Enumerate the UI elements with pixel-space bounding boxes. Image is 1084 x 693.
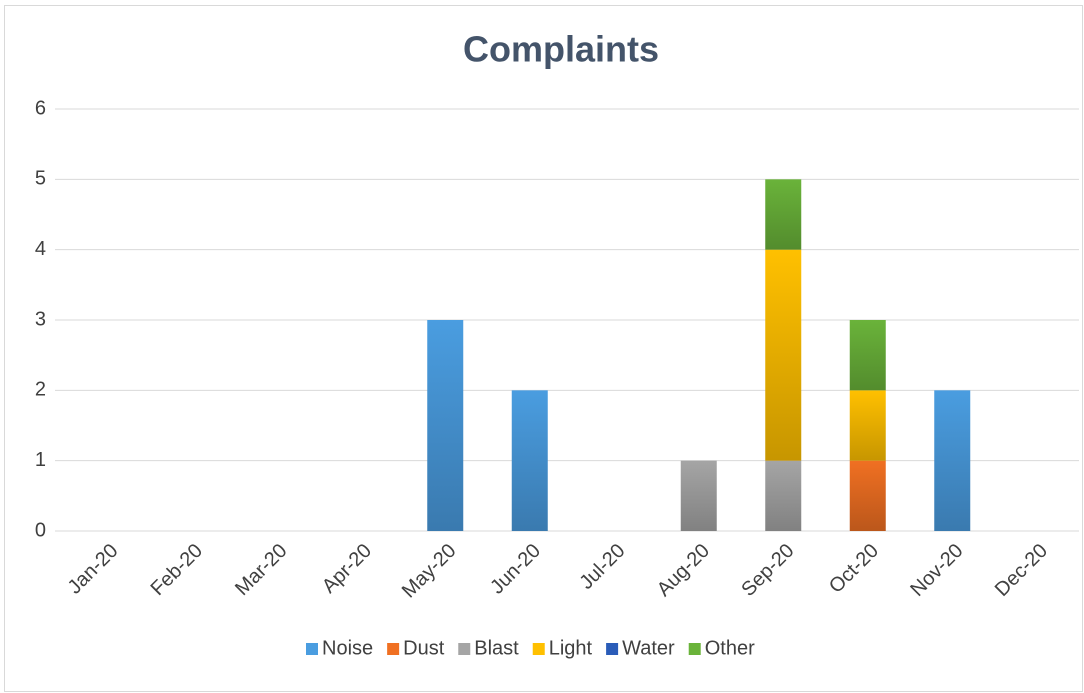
y-tick-label: 5 [35, 168, 46, 190]
y-tick-label: 0 [35, 519, 46, 541]
legend-swatch [387, 643, 400, 655]
legend-swatch [306, 643, 318, 655]
legend-label: Noise [322, 637, 373, 659]
y-tick-label: 6 [35, 97, 46, 119]
bar-segment [427, 320, 464, 531]
legend-label: Other [705, 637, 755, 659]
legend-swatch [606, 643, 619, 655]
bar-segment [765, 460, 802, 531]
legend-swatch [458, 643, 471, 655]
legend-label: Dust [403, 637, 445, 659]
y-tick-label: 3 [35, 308, 46, 330]
bar-segment [765, 179, 802, 250]
legend-swatch [532, 643, 545, 655]
bar-segment [934, 390, 971, 531]
bar-segment [849, 320, 886, 391]
y-tick-label: 2 [35, 379, 46, 401]
chart-frame [4, 5, 1083, 692]
y-tick-label: 4 [35, 238, 46, 260]
legend-swatch [688, 643, 701, 655]
legend-label: Blast [474, 637, 519, 659]
bar-segment [511, 390, 548, 531]
bar-segment [765, 249, 802, 461]
chart-title: Complaints [463, 29, 659, 70]
legend-label: Light [549, 637, 593, 659]
bar-segment [680, 460, 717, 531]
bar-segment [849, 460, 886, 531]
y-tick-label: 1 [35, 449, 46, 471]
bar-segment [849, 390, 886, 461]
legend-label: Water [622, 637, 675, 659]
